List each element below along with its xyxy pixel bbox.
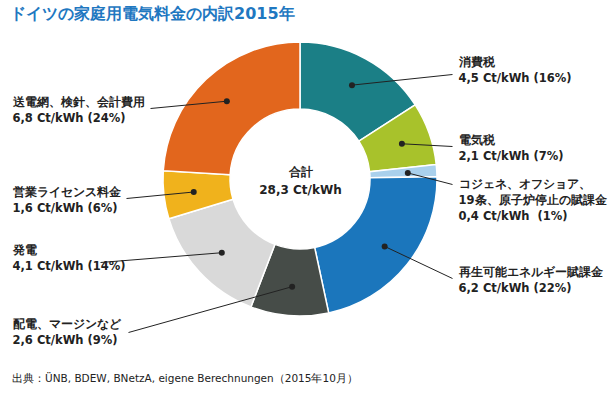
svg-text:1,6 Ct/kWh (6%): 1,6 Ct/kWh (6%) (13, 201, 118, 215)
html-text:ドイツの家庭用電気料金の内訳2015年: ドイツの家庭用電気料金の内訳2015年 (10, 4, 295, 23)
svg-text:0,4 Ct/kWh (1%): 0,4 Ct/kWh (1%) (459, 209, 568, 223)
svg-text:送電網、検針、会計費用: 送電網、検針、会計費用 (12, 95, 145, 109)
svg-text:28,3 Ct/kWh: 28,3 Ct/kWh (259, 183, 341, 197)
svg-text:再生可能エネルギー賦課金: 再生可能エネルギー賦課金 (458, 265, 603, 279)
svg-text:2,1 Ct/kWh (7%): 2,1 Ct/kWh (7%) (459, 149, 564, 163)
svg-text:コジェネ、オフショア、: コジェネ、オフショア、 (459, 177, 591, 191)
svg-text:4,1 Ct/kWh (14%): 4,1 Ct/kWh (14%) (13, 259, 126, 273)
svg-text:消費税: 消費税 (458, 55, 496, 69)
svg-text:4,5 Ct/kWh (16%): 4,5 Ct/kWh (16%) (459, 71, 572, 85)
svg-text:6,2 Ct/kWh (22%): 6,2 Ct/kWh (22%) (459, 281, 572, 295)
html-text:出典：ÜNB, BDEW, BNetzA, eigene B: 出典：ÜNB, BDEW, BNetzA, eigene Berechnunge… (12, 372, 358, 384)
svg-text:発電: 発電 (12, 243, 37, 257)
svg-text:6,8 Ct/kWh (24%): 6,8 Ct/kWh (24%) (13, 111, 126, 125)
svg-text:配電、マージンなど: 配電、マージンなど (13, 317, 122, 331)
svg-text:合計: 合計 (288, 165, 313, 179)
svg-text:2,6 Ct/kWh (9%): 2,6 Ct/kWh (9%) (13, 333, 118, 347)
svg-text:電気税: 電気税 (459, 133, 496, 147)
svg-text:営業ライセンス料金: 営業ライセンス料金 (13, 185, 121, 199)
svg-text:19条、原子炉停止の賦課金: 19条、原子炉停止の賦課金 (459, 193, 607, 207)
